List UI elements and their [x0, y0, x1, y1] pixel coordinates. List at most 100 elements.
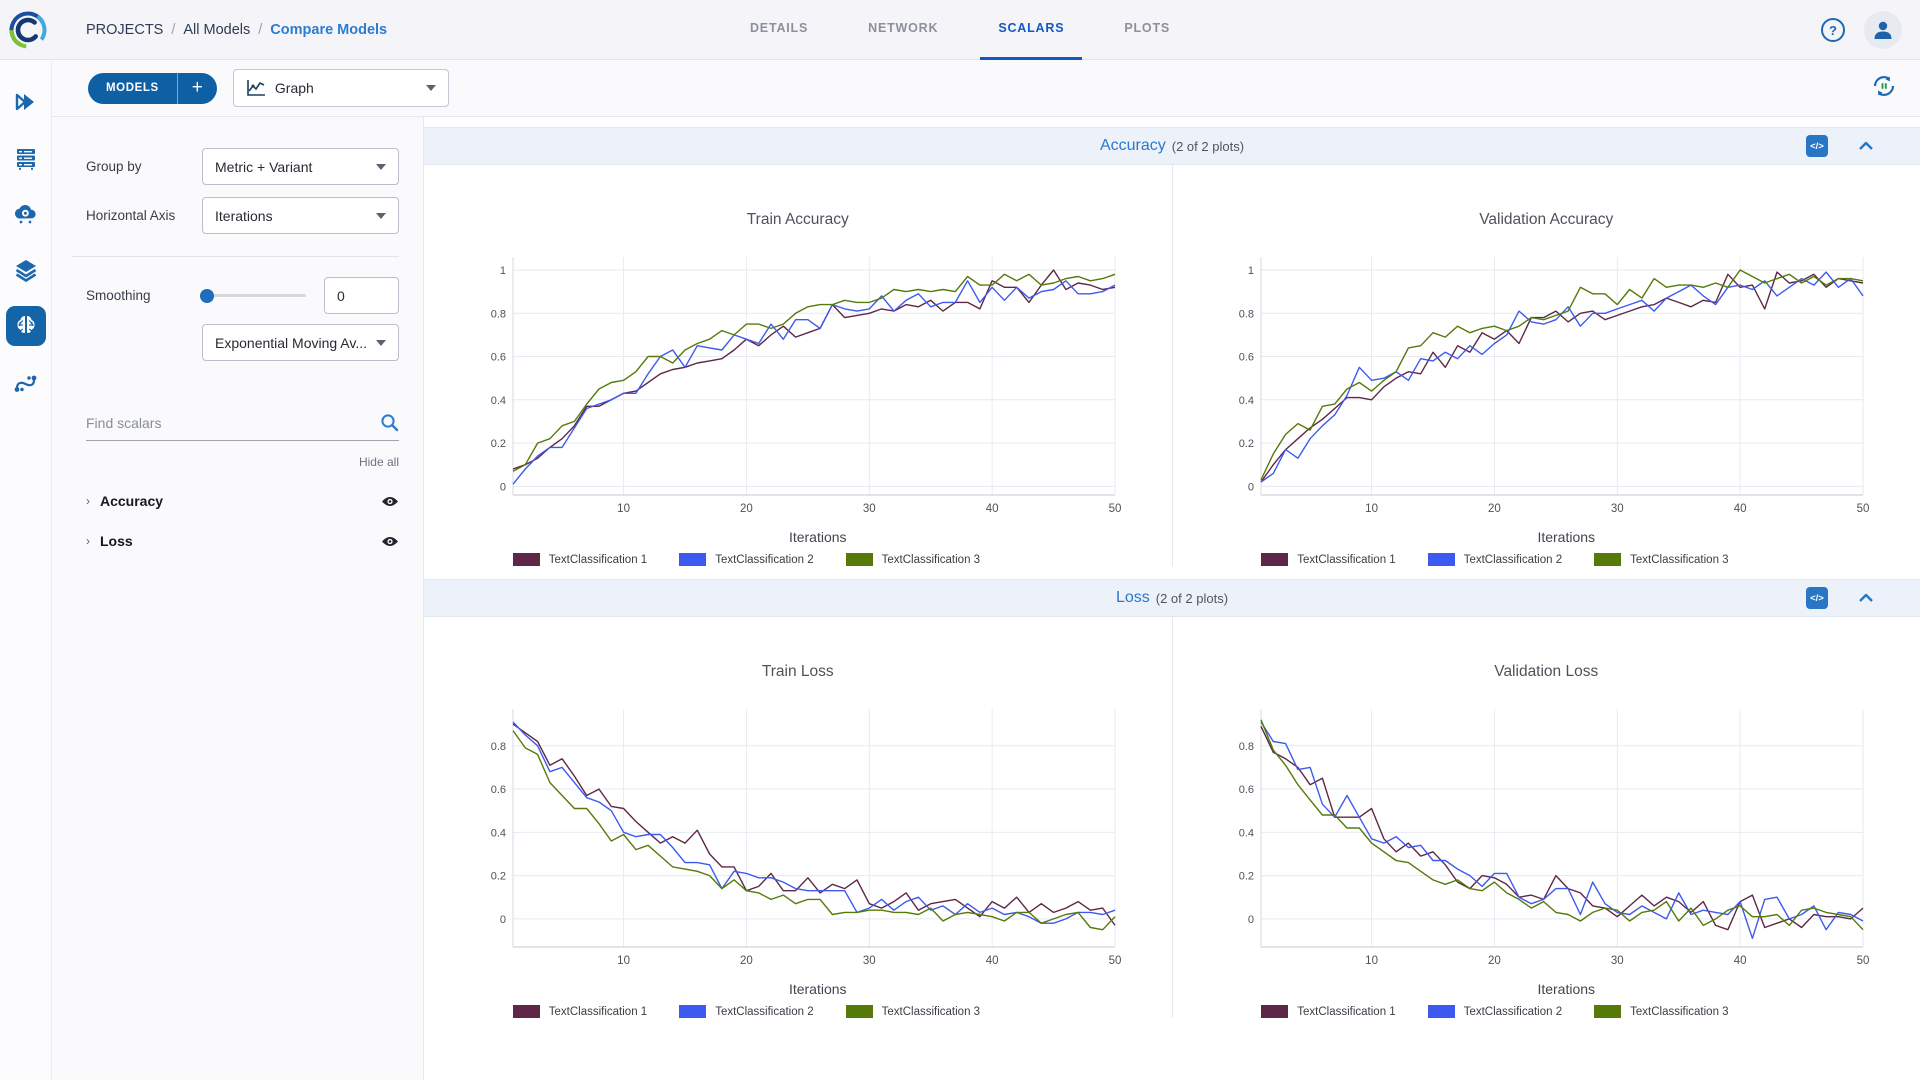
- svg-text:0.4: 0.4: [490, 395, 505, 407]
- chart-cell-validation-loss: Validation Loss 0 0.2 0.4 0.6 0.8 10 20 30 40 50 It…: [1171, 617, 1920, 1018]
- breadcrumb-separator: /: [258, 21, 263, 38]
- horizontal-axis-label: Horizontal Axis: [86, 208, 176, 223]
- legend-swatch: [845, 1005, 873, 1018]
- view-type-select[interactable]: Graph: [232, 69, 449, 107]
- collapse-chevron-up-icon[interactable]: [1858, 593, 1874, 603]
- smoothing-type-value: Exponential Moving Av...: [215, 334, 368, 351]
- models-split-button: MODELS +: [88, 72, 217, 104]
- legend-item[interactable]: TextClassification 1: [1261, 1005, 1396, 1018]
- legend-item[interactable]: TextClassification 3: [1594, 553, 1729, 566]
- breadcrumb-compare-models[interactable]: Compare Models: [270, 21, 388, 38]
- legend-label: TextClassification 1: [548, 553, 648, 566]
- nav-cloud-gear-icon[interactable]: [6, 194, 46, 234]
- svg-text:1: 1: [500, 265, 506, 277]
- auto-refresh-button[interactable]: [1870, 72, 1898, 105]
- chart-plot-canvas[interactable]: 0 0.2 0.4 0.6 0.8 1 10 20 30 40 50: [1221, 249, 1871, 521]
- smoothing-slider-thumb[interactable]: [200, 288, 214, 303]
- legend-swatch: [1427, 1005, 1455, 1018]
- chart-title: Train Loss: [761, 663, 834, 680]
- svg-text:0.4: 0.4: [490, 827, 505, 839]
- legend-swatch: [512, 553, 540, 566]
- embed-code-icon[interactable]: </>: [1806, 135, 1828, 157]
- svg-text:40: 40: [1734, 955, 1747, 967]
- svg-text:?: ?: [1829, 23, 1837, 38]
- legend-item[interactable]: TextClassification 2: [1427, 553, 1563, 566]
- breadcrumb-projects[interactable]: PROJECTS: [86, 21, 164, 38]
- svg-text:0: 0: [500, 914, 506, 926]
- svg-text:0: 0: [1248, 914, 1254, 926]
- legend-label: TextClassification 3: [881, 1005, 981, 1018]
- legend-item[interactable]: TextClassification 1: [512, 553, 648, 566]
- legend-item[interactable]: TextClassification 2: [679, 1005, 814, 1018]
- chart-plot-canvas[interactable]: 0 0.2 0.4 0.6 0.8 10 20 30 40 50: [1221, 701, 1871, 973]
- collapse-chevron-up-icon[interactable]: [1858, 141, 1874, 151]
- chart-xaxis-label: Iterations: [1537, 529, 1596, 545]
- chart-plot-canvas[interactable]: 0 0.2 0.4 0.6 0.8 1 10 20 30 40 50: [473, 249, 1123, 521]
- legend-swatch: [512, 1005, 540, 1018]
- metric-group-loss[interactable]: › Loss: [86, 533, 399, 549]
- hide-all-button[interactable]: Hide all: [358, 455, 399, 469]
- svg-text:0.8: 0.8: [490, 741, 505, 753]
- legend-label: TextClassification 3: [881, 553, 981, 566]
- smoothing-slider[interactable]: [200, 288, 306, 303]
- breadcrumb-all-models[interactable]: All Models: [183, 21, 251, 38]
- smoothing-value-input[interactable]: [324, 277, 399, 314]
- legend-item[interactable]: TextClassification 2: [1427, 1005, 1562, 1018]
- help-icon[interactable]: ?: [1820, 17, 1846, 43]
- svg-text:20: 20: [1488, 503, 1501, 515]
- chart-plot-canvas[interactable]: 0 0.2 0.4 0.6 0.8 10 20 30 40 50: [473, 701, 1123, 973]
- section-title[interactable]: Loss: [1115, 589, 1150, 606]
- legend-item[interactable]: TextClassification 2: [679, 553, 814, 566]
- svg-text:30: 30: [863, 955, 876, 967]
- group-by-value: Metric + Variant: [215, 158, 313, 175]
- chart-cell-validation-accuracy: Validation Accuracy 0 0.2 0.4 0.6 0.8 1 10 20 30 4…: [1171, 165, 1920, 566]
- svg-text:50: 50: [1857, 503, 1870, 515]
- user-avatar[interactable]: [1864, 10, 1902, 49]
- legend-label: TextClassification 3: [1630, 553, 1729, 566]
- legend-item[interactable]: TextClassification 3: [845, 1005, 981, 1018]
- plots-area: Accuracy (2 of 2 plots) </> Train Accura…: [424, 117, 1920, 1080]
- view-toolbar: MODELS + Graph: [52, 60, 1920, 117]
- metric-group-accuracy[interactable]: › Accuracy: [86, 493, 399, 509]
- svg-text:30: 30: [1611, 503, 1624, 515]
- section-title[interactable]: Accuracy: [1099, 137, 1166, 154]
- smoothing-label: Smoothing: [86, 288, 151, 303]
- group-by-select[interactable]: Metric + Variant: [202, 148, 399, 185]
- legend-label: TextClassification 1: [1297, 1005, 1396, 1018]
- legend-item[interactable]: TextClassification 1: [1261, 553, 1396, 566]
- eye-icon[interactable]: [381, 535, 399, 548]
- legend-swatch: [1427, 553, 1455, 566]
- svg-text:0.6: 0.6: [1239, 352, 1254, 364]
- tab-scalars[interactable]: SCALARS: [980, 0, 1083, 60]
- section-subtitle: (2 of 2 plots): [1171, 138, 1245, 154]
- legend-item[interactable]: TextClassification 3: [1594, 1005, 1729, 1018]
- nav-brain-icon[interactable]: [5, 306, 46, 346]
- chevron-down-icon: [376, 163, 386, 170]
- legend-item[interactable]: TextClassification 1: [512, 1005, 647, 1018]
- legend-label: TextClassification 2: [1463, 553, 1563, 566]
- eye-icon[interactable]: [381, 495, 399, 508]
- add-model-button[interactable]: +: [176, 72, 217, 104]
- smoothing-type-select[interactable]: Exponential Moving Av...: [202, 324, 399, 361]
- embed-code-icon[interactable]: </>: [1806, 587, 1828, 609]
- nav-pipelines-icon[interactable]: [6, 362, 46, 402]
- horizontal-axis-select[interactable]: Iterations: [202, 197, 399, 234]
- svg-text:40: 40: [1734, 503, 1747, 515]
- legend-item[interactable]: TextClassification 3: [845, 553, 981, 566]
- legend-swatch: [679, 553, 707, 566]
- legend-swatch: [1261, 553, 1289, 566]
- search-input[interactable]: [86, 414, 380, 431]
- legend-label: TextClassification 3: [1630, 1005, 1729, 1018]
- tab-network[interactable]: NETWORK: [868, 21, 939, 35]
- nav-layers-icon[interactable]: [6, 250, 46, 290]
- clearml-logo-icon[interactable]: [8, 10, 48, 50]
- tab-details[interactable]: DETAILS: [749, 21, 809, 35]
- nav-chevrons-icon[interactable]: [6, 82, 46, 122]
- search-icon[interactable]: [380, 413, 399, 432]
- nav-servers-icon[interactable]: [6, 138, 46, 178]
- models-button[interactable]: MODELS: [88, 72, 177, 104]
- legend-label: TextClassification 2: [715, 553, 814, 566]
- tab-plots[interactable]: PLOTS: [1124, 21, 1171, 35]
- line-chart-icon: [247, 80, 265, 96]
